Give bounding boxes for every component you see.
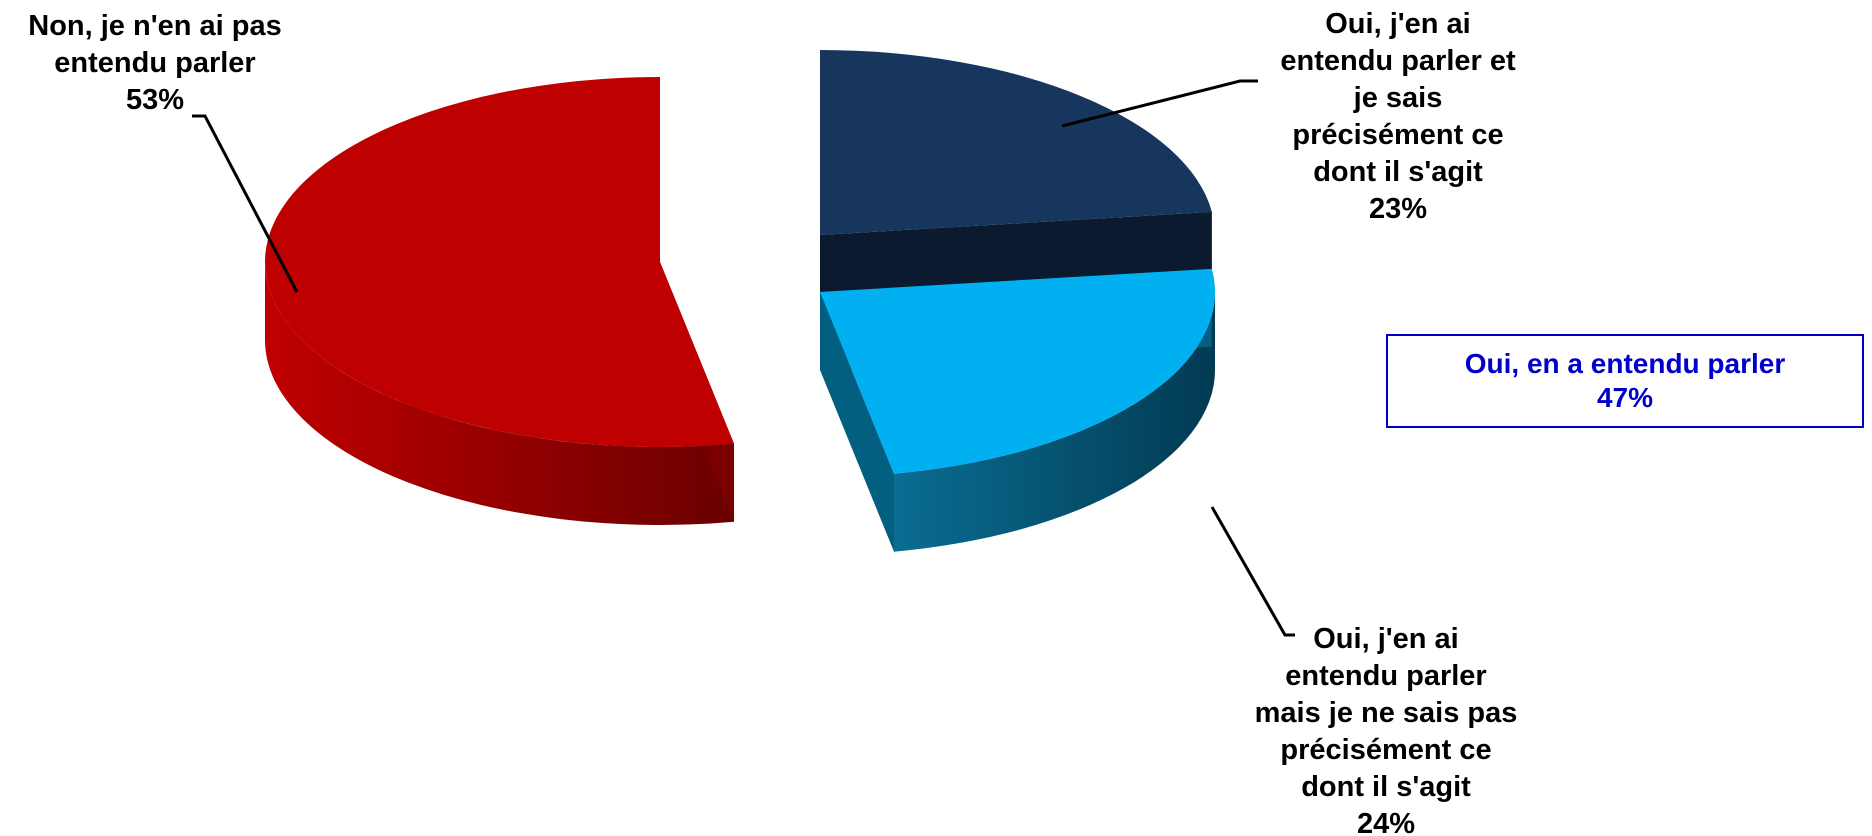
summary-box: Oui, en a entendu parler 47% — [1386, 334, 1864, 428]
slice-oui-sait-label: Oui, j'en ai entendu parler et je sais préc… — [1280, 8, 1516, 225]
slice-non-side — [265, 262, 735, 526]
slice-oui-sait-pas-label: Oui, j'en ai entendu parler mais je ne sai… — [1255, 623, 1518, 836]
slice-oui-sait-pas-leader-line — [1210, 506, 1295, 637]
slice-oui-sait-leader-line — [1061, 79, 1258, 128]
slice-labels: Non, je n'en ai pas entendu parler 53% Oui,… — [28, 8, 1517, 836]
slice-non — [265, 77, 735, 526]
slice-oui-sait-top — [820, 50, 1212, 235]
pie-slices — [265, 50, 1215, 552]
leader-lines — [192, 79, 1295, 637]
slice-oui-sait-pas — [820, 268, 1215, 552]
slice-non-label: Non, je n'en ai pas entendu parler 53% — [28, 10, 281, 116]
summary-label: Oui, en a entendu parler — [1464, 348, 1786, 379]
summary-value: 47% — [1596, 382, 1654, 413]
slice-non-top — [265, 77, 735, 447]
slice-non-leader-line — [192, 114, 299, 293]
slice-oui-sait-pas-cut-face — [820, 292, 895, 552]
slice-oui-sait-pas-top — [820, 268, 1215, 474]
slice-oui-sait-pas-side — [894, 292, 1215, 552]
